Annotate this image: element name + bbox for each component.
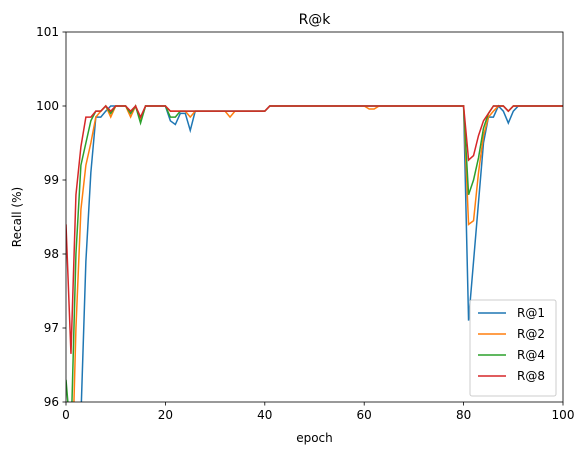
axes-frame [65,31,564,403]
legend-label: R@1 [517,306,545,320]
y-tick-label: 97 [44,321,59,335]
x-tick-label: 40 [257,408,272,422]
legend-box [469,299,557,397]
y-tick-label: 101 [36,25,59,39]
chart-title: R@k [299,12,332,28]
y-tick-label: 100 [36,99,59,113]
legend-label: R@2 [517,327,545,341]
series-line [66,104,563,354]
series-line [80,104,563,402]
series-line [73,103,563,402]
y-tick-label: 96 [44,395,59,409]
x-tick-label: 0 [62,408,70,422]
x-tick-label: 80 [456,408,471,422]
legend-label: R@8 [517,369,545,383]
plot-area [66,103,563,402]
x-tick-label: 60 [357,408,372,422]
y-tick-label: 99 [44,173,59,187]
x-axis-label: epoch [296,431,333,445]
x-tick-label: 20 [158,408,173,422]
y-axis-label: Recall (%) [10,187,24,247]
y-tick-label: 98 [44,247,59,261]
x-tick-label: 100 [552,408,575,422]
legend-label: R@4 [517,348,545,362]
